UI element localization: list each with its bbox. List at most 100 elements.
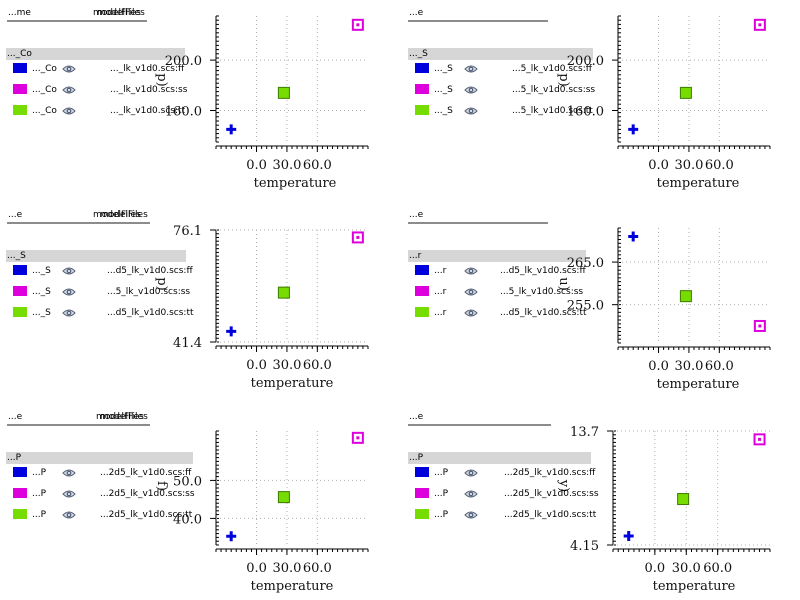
eye-icon[interactable] bbox=[464, 510, 478, 523]
row-name: ...r bbox=[434, 266, 447, 276]
group-label: ...r bbox=[409, 251, 422, 261]
column-modelfiles-header[interactable]: modelFiles bbox=[100, 210, 148, 220]
legend-row[interactable]: ...P ...2d5_lk_v1d0.scs:ss bbox=[408, 487, 599, 503]
group-label: ..._S bbox=[7, 251, 26, 261]
data-point-ss[interactable] bbox=[753, 18, 766, 31]
eye-icon[interactable] bbox=[62, 308, 76, 321]
row-model-file: ...d5_lk_v1d0.scs:ff bbox=[500, 266, 586, 276]
group-row[interactable]: ..._S bbox=[408, 48, 593, 60]
column-name-header[interactable]: ...e bbox=[409, 8, 424, 18]
data-point-ff[interactable] bbox=[628, 231, 639, 242]
eye-icon[interactable] bbox=[464, 308, 478, 321]
eye-icon[interactable] bbox=[464, 468, 478, 481]
legend-row[interactable]: ...P ...2d5_lk_v1d0.scs:ss bbox=[6, 487, 196, 503]
eye-icon[interactable] bbox=[62, 287, 76, 300]
data-point-ff[interactable] bbox=[226, 326, 237, 337]
column-name-header[interactable]: ...e bbox=[8, 412, 23, 422]
legend-row[interactable]: ...P ...2d5_lk_v1d0.scs:tt bbox=[6, 508, 196, 524]
group-row[interactable]: ...r bbox=[408, 250, 586, 262]
eye-icon[interactable] bbox=[464, 106, 478, 119]
data-point-ss[interactable] bbox=[753, 319, 766, 332]
column-modelfiles-header[interactable]: modelFiles bbox=[96, 412, 144, 422]
data-point-tt[interactable] bbox=[677, 493, 690, 506]
row-model-file: ...5_lk_v1d0.scs:ss bbox=[512, 85, 596, 95]
eye-icon[interactable] bbox=[464, 266, 478, 279]
y-tick-label: 4.15 bbox=[570, 539, 599, 554]
table-header: ...me modelFiles bbox=[7, 7, 147, 22]
row-name: ..._S bbox=[434, 106, 453, 116]
group-row[interactable]: ...P bbox=[6, 452, 193, 464]
eye-icon[interactable] bbox=[464, 85, 478, 98]
group-row[interactable]: ...P bbox=[408, 452, 591, 464]
legend-row[interactable]: ..._S ...5_lk_v1d0.scs:ss bbox=[408, 83, 598, 99]
column-name-header[interactable]: ...me bbox=[8, 8, 31, 18]
legend-row[interactable]: ...P ...2d5_lk_v1d0.scs:ff bbox=[6, 466, 196, 482]
data-point-ff[interactable] bbox=[226, 531, 237, 542]
data-point-ss[interactable] bbox=[753, 433, 766, 446]
data-point-ss[interactable] bbox=[351, 18, 364, 31]
data-point-ss[interactable] bbox=[351, 231, 364, 244]
legend-row[interactable]: ...P ...2d5_lk_v1d0.scs:tt bbox=[408, 508, 598, 524]
table-header: ...e modelFiles bbox=[7, 209, 150, 224]
legend-row[interactable]: ...r ...d5_lk_v1d0.scs:tt bbox=[408, 306, 598, 322]
color-swatch bbox=[415, 265, 429, 275]
row-name: ...P bbox=[32, 510, 47, 520]
x-tick-label: 30.0 bbox=[272, 561, 301, 576]
data-point-ff[interactable] bbox=[623, 531, 634, 542]
data-point-tt[interactable] bbox=[277, 491, 290, 504]
legend-row[interactable]: ..._S ...d5_lk_v1d0.scs:ff bbox=[6, 264, 196, 280]
x-axis-label: temperature bbox=[657, 377, 740, 392]
column-name-header[interactable]: ...e bbox=[8, 210, 23, 220]
eye-icon[interactable] bbox=[62, 64, 76, 77]
legend-row[interactable]: ..._Co ..._lk_v1d0.scs:ff bbox=[6, 62, 196, 78]
row-name: ...P bbox=[434, 510, 449, 520]
eye-icon[interactable] bbox=[62, 266, 76, 279]
legend-row[interactable]: ..._S ...d5_lk_v1d0.scs:tt bbox=[6, 306, 196, 322]
legend-row[interactable]: ..._S ...5_lk_v1d0.scs:tt bbox=[408, 104, 598, 120]
legend-row[interactable]: ..._S ...5_lk_v1d0.scs:ss bbox=[6, 285, 196, 301]
group-label: ..._Co bbox=[7, 49, 32, 59]
eye-icon[interactable] bbox=[62, 468, 76, 481]
legend-row[interactable]: ...r ...5_lk_v1d0.scs:ss bbox=[408, 285, 598, 301]
legend-row[interactable]: ..._S ...5_lk_v1d0.scs:ff bbox=[408, 62, 598, 78]
eye-icon[interactable] bbox=[464, 287, 478, 300]
data-point-tt[interactable] bbox=[679, 290, 692, 303]
y-tick-label: 13.7 bbox=[570, 425, 599, 440]
eye-icon[interactable] bbox=[62, 106, 76, 119]
column-modelfiles-header[interactable]: modelFiles bbox=[97, 8, 145, 18]
row-model-file: ..._lk_v1d0.scs:ss bbox=[110, 85, 188, 95]
color-swatch bbox=[415, 509, 429, 519]
row-name: ..._Co bbox=[32, 85, 57, 95]
group-row[interactable]: ..._S bbox=[6, 250, 186, 262]
column-name-header[interactable]: ...e bbox=[409, 412, 424, 422]
y-tick-label: 76.1 bbox=[173, 224, 202, 239]
data-point-ff[interactable] bbox=[628, 124, 639, 135]
legend-row[interactable]: ..._Co ..._lk_v1d0.scs:tt bbox=[6, 104, 196, 120]
legend-row[interactable]: ...r ...d5_lk_v1d0.scs:ff bbox=[408, 264, 598, 280]
color-swatch bbox=[13, 467, 27, 477]
row-model-file: ...2d5_lk_v1d0.scs:ff bbox=[504, 468, 596, 478]
eye-icon[interactable] bbox=[62, 85, 76, 98]
column-name-header[interactable]: ...e bbox=[409, 210, 424, 220]
data-point-ss[interactable] bbox=[351, 431, 364, 444]
eye-icon[interactable] bbox=[62, 489, 76, 502]
color-swatch bbox=[13, 307, 27, 317]
column-modelfiles-header[interactable]: modelFiles bbox=[93, 210, 141, 220]
data-point-tt[interactable] bbox=[277, 86, 290, 99]
data-point-ff[interactable] bbox=[226, 124, 237, 135]
legend-row[interactable]: ..._Co ..._lk_v1d0.scs:ss bbox=[6, 83, 196, 99]
color-swatch bbox=[13, 509, 27, 519]
group-row[interactable]: ..._Co bbox=[6, 48, 185, 60]
row-name: ...P bbox=[434, 489, 449, 499]
legend-row[interactable]: ...P ...2d5_lk_v1d0.scs:ff bbox=[408, 466, 598, 482]
column-modelfiles-header[interactable]: modelFiles bbox=[93, 8, 141, 18]
row-name: ..._S bbox=[32, 308, 51, 318]
column-modelfiles-header[interactable]: modelFiles bbox=[100, 412, 148, 422]
eye-icon[interactable] bbox=[62, 510, 76, 523]
row-model-file: ...2d5_lk_v1d0.scs:tt bbox=[504, 510, 597, 520]
data-point-tt[interactable] bbox=[679, 86, 692, 99]
eye-icon[interactable] bbox=[464, 489, 478, 502]
eye-icon[interactable] bbox=[464, 64, 478, 77]
color-swatch bbox=[415, 84, 429, 94]
data-point-tt[interactable] bbox=[277, 286, 290, 299]
